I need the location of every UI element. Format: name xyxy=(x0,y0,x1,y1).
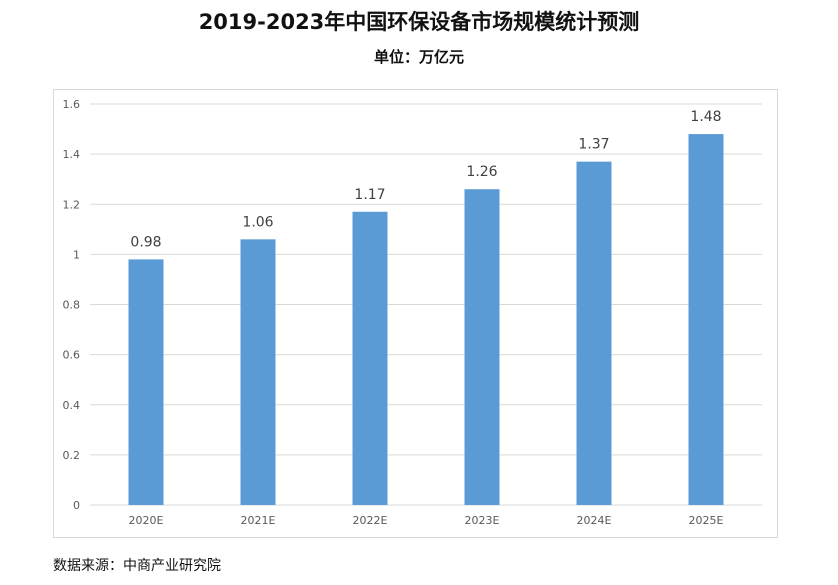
bar xyxy=(576,161,612,506)
y-tick-label: 0.8 xyxy=(63,299,81,312)
y-tick-label: 1 xyxy=(73,248,80,261)
x-axis-ticks: 2020E 2021E 2022E 2023E 2024E 2025E xyxy=(129,514,724,527)
y-tick-label: 0.4 xyxy=(63,399,81,412)
gridlines xyxy=(90,103,762,506)
x-tick-label: 2025E xyxy=(689,514,724,527)
data-label: 1.26 xyxy=(466,164,497,180)
data-label: 0.98 xyxy=(130,234,161,250)
bars xyxy=(128,134,724,506)
data-labels: 0.98 1.06 1.17 1.26 1.37 1.48 xyxy=(130,109,721,250)
data-label: 1.06 xyxy=(242,214,273,230)
bar xyxy=(128,259,164,505)
data-label: 1.48 xyxy=(690,109,721,125)
chart-subtitle: 单位：万亿元 xyxy=(373,48,464,66)
y-tick-label: 1.2 xyxy=(63,198,81,211)
x-tick-label: 2023E xyxy=(465,514,500,527)
data-label: 1.17 xyxy=(354,187,385,203)
x-tick-label: 2024E xyxy=(577,514,612,527)
y-tick-label: 0.2 xyxy=(63,449,81,462)
y-tick-label: 0.6 xyxy=(63,349,81,362)
bar xyxy=(240,239,276,505)
bar xyxy=(352,211,388,506)
x-tick-label: 2022E xyxy=(353,514,388,527)
bar xyxy=(464,189,500,505)
chart-frame xyxy=(53,89,778,538)
y-tick-label: 1.6 xyxy=(63,98,81,111)
y-tick-label: 0 xyxy=(73,499,80,512)
y-axis-ticks: 0 0.2 0.4 0.6 0.8 1 1.2 1.4 1.6 xyxy=(63,98,81,512)
x-tick-label: 2021E xyxy=(241,514,276,527)
source-note: 数据来源：中商产业研究院 xyxy=(53,558,221,574)
data-label: 1.37 xyxy=(578,137,609,153)
x-tick-label: 2020E xyxy=(129,514,164,527)
bar xyxy=(688,134,724,505)
y-tick-label: 1.4 xyxy=(63,148,81,161)
chart-title: 2019-2023年中国环保设备市场规模统计预测 xyxy=(198,10,640,34)
